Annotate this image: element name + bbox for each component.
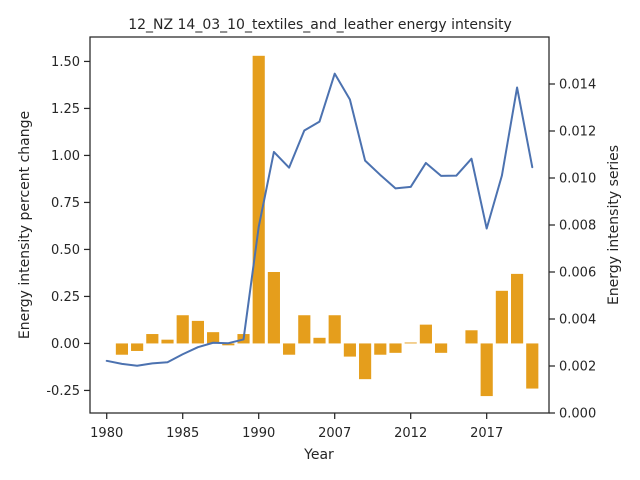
line-series [105,72,534,367]
bar [343,343,356,357]
bar [252,55,265,344]
right-y-tick-label: 0.014 [559,78,596,93]
bar [207,332,220,344]
bar [480,343,493,397]
right-y-tick-label: 0.008 [559,219,596,234]
x-axis-title: Year [303,447,334,463]
bar [465,330,478,344]
bar [374,343,387,355]
bar [404,342,417,344]
right-y-tick-label: 0.002 [559,360,596,375]
x-tick-label: 1985 [166,426,199,441]
bar [389,343,402,353]
x-tick-label: 1990 [242,426,275,441]
left-y-tick-label: 1.25 [51,102,80,117]
bar [191,320,204,344]
bar [176,315,189,344]
bar [131,343,144,351]
series-line [105,72,534,367]
bar [495,290,508,344]
left-y-axis-title: Energy intensity percent change [17,111,33,339]
right-y-tick-label: 0.010 [559,172,596,187]
bar [359,343,372,380]
x-tick-label: 1980 [90,426,123,441]
left-y-tick-label: 0.50 [51,243,80,258]
right-y-tick-label: 0.000 [559,407,596,422]
plot-frame [89,36,550,414]
bar [313,337,326,344]
bar [267,272,280,344]
bar [115,343,128,355]
right-y-axis-title: Energy intensity series [606,145,622,305]
bar [419,324,432,344]
bar [283,343,296,355]
right-y-tick-label: 0.004 [559,313,596,328]
bar [222,343,235,346]
bar [161,339,174,344]
left-y-tick-label: 0.25 [51,290,80,305]
x-tick-label: 2017 [470,426,503,441]
left-y-tick-label: 0.00 [51,337,80,352]
right-y-tick-label: 0.006 [559,266,596,281]
bar [298,315,311,344]
left-y-tick-label: 0.75 [51,196,80,211]
left-y-tick-label: 1.00 [51,149,80,164]
axes: -0.25 0.00 0.25 0.50 0.75 1.00 1.25 1.50 0.000 0.… [46,36,596,441]
chart-title: 12_NZ 14_03_10_textiles_and_leather ener… [128,17,512,33]
right-y-tick-label: 0.012 [559,125,596,140]
bar [146,334,159,344]
left-y-tick-label: -0.25 [46,384,80,399]
bar [435,343,448,353]
x-tick-label: 2007 [318,426,351,441]
bar-series [115,55,539,397]
x-tick-label: 2012 [394,426,427,441]
bar [328,315,341,344]
bar [526,343,539,389]
bar [511,273,524,344]
left-y-tick-label: 1.50 [51,55,80,70]
